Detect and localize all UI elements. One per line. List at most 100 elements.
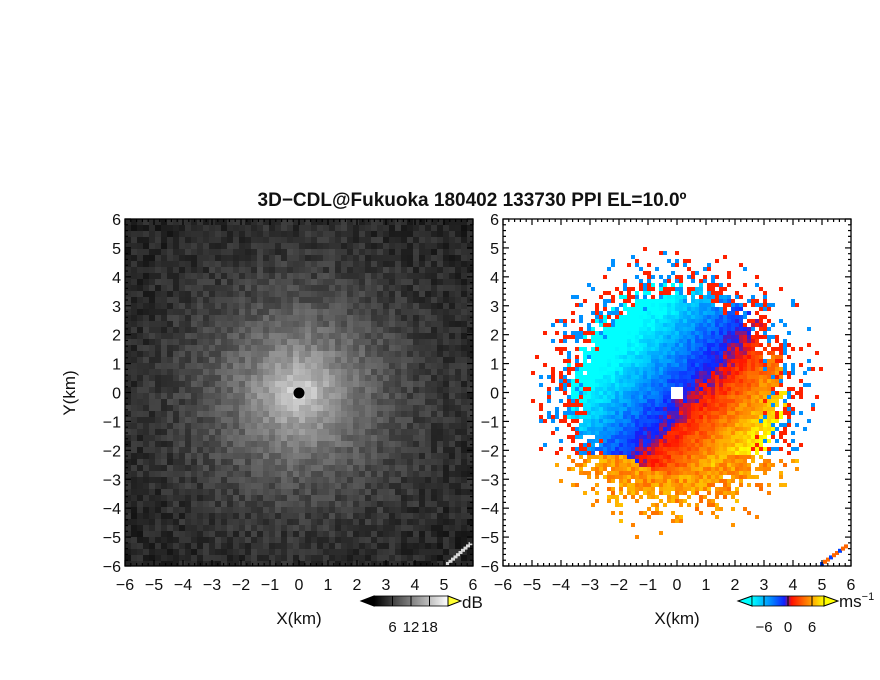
velocity-cell	[735, 327, 739, 331]
snr-cell	[299, 495, 305, 501]
snr-cell	[449, 483, 455, 489]
snr-cell	[131, 435, 137, 441]
snr-cell	[335, 411, 341, 417]
snr-cell	[431, 399, 437, 405]
snr-cell	[341, 321, 347, 327]
snr-cell	[377, 441, 383, 447]
snr-cell	[455, 477, 461, 483]
snr-cell	[269, 405, 275, 411]
velocity-cell	[743, 311, 747, 315]
snr-cell	[383, 333, 389, 339]
snr-cell	[263, 261, 269, 267]
velocity-cell	[643, 323, 647, 327]
velocity-cell	[723, 347, 727, 351]
velocity-cell	[683, 299, 687, 303]
velocity-cell	[647, 275, 651, 279]
snr-cell	[197, 489, 203, 495]
velocity-cell	[611, 319, 615, 323]
snr-cell	[251, 543, 257, 549]
snr-cell	[131, 411, 137, 417]
snr-cell	[245, 513, 251, 519]
snr-cell	[221, 423, 227, 429]
snr-cell	[463, 546, 468, 550]
snr-cell	[293, 327, 299, 333]
snr-cell	[305, 417, 311, 423]
snr-cell	[203, 489, 209, 495]
snr-cell	[185, 315, 191, 321]
velocity-cell	[607, 299, 611, 303]
snr-cell	[293, 531, 299, 537]
snr-cell	[161, 477, 167, 483]
velocity-cell	[759, 375, 763, 379]
snr-cell	[251, 477, 257, 483]
snr-cell	[449, 315, 455, 321]
snr-cell	[167, 525, 173, 531]
y-tick-label: −6	[103, 559, 121, 576]
velocity-cell	[627, 355, 631, 359]
snr-cell	[143, 267, 149, 273]
snr-cell	[143, 357, 149, 363]
snr-cell	[449, 261, 455, 267]
snr-cell	[425, 339, 431, 345]
snr-cell	[323, 477, 329, 483]
velocity-cell	[783, 339, 787, 343]
velocity-cell	[627, 263, 631, 267]
snr-cell	[401, 321, 407, 327]
snr-cell	[455, 231, 461, 237]
snr-cell	[443, 375, 449, 381]
snr-cell	[245, 285, 251, 291]
snr-cell	[167, 243, 173, 249]
snr-cell	[455, 381, 461, 387]
velocity-cell	[583, 387, 587, 391]
snr-cell	[293, 411, 299, 417]
snr-cell	[293, 381, 299, 387]
snr-cell	[371, 555, 377, 561]
snr-cell	[335, 273, 341, 279]
snr-cell	[221, 309, 227, 315]
snr-cell	[401, 489, 407, 495]
snr-cell	[227, 267, 233, 273]
velocity-cell	[687, 371, 691, 375]
velocity-panel: −6 −5 −4 −3 −2 −1 0 1 2 3 4 5 6 6543210−1−2−3−4−5−6 …	[481, 212, 856, 628]
velocity-cell	[639, 379, 643, 383]
snr-cell	[419, 549, 425, 555]
snr-cell	[137, 555, 143, 561]
snr-cell	[311, 321, 317, 327]
snr-cell	[461, 363, 467, 369]
snr-cell	[341, 441, 347, 447]
snr-cell	[461, 501, 467, 507]
snr-cell	[227, 303, 233, 309]
velocity-cell	[739, 331, 743, 335]
snr-cell	[431, 441, 437, 447]
snr-cell	[341, 375, 347, 381]
snr-cell	[377, 495, 383, 501]
snr-cell	[293, 549, 299, 555]
snr-cell	[287, 243, 293, 249]
snr-cell	[233, 219, 239, 225]
velocity-cell	[807, 343, 811, 347]
velocity-cell	[723, 351, 727, 355]
snr-cell	[263, 489, 269, 495]
snr-cell	[395, 429, 401, 435]
velocity-cell	[703, 327, 707, 331]
snr-cell	[419, 561, 425, 566]
snr-cell	[263, 237, 269, 243]
snr-cell	[227, 279, 233, 285]
velocity-cell	[571, 331, 575, 335]
snr-cell	[437, 519, 443, 525]
velocity-cell	[751, 319, 755, 323]
velocity-cell	[563, 387, 567, 391]
snr-cell	[149, 357, 155, 363]
snr-cell	[467, 315, 473, 321]
snr-cell	[245, 489, 251, 495]
snr-cell	[407, 267, 413, 273]
snr-cell	[167, 459, 173, 465]
velocity-cell	[531, 371, 535, 375]
snr-cell	[389, 477, 395, 483]
snr-cell	[137, 399, 143, 405]
snr-cell	[161, 537, 167, 543]
snr-cell	[281, 513, 287, 519]
snr-cell	[425, 537, 431, 543]
snr-cell	[311, 501, 317, 507]
snr-cell	[407, 435, 413, 441]
